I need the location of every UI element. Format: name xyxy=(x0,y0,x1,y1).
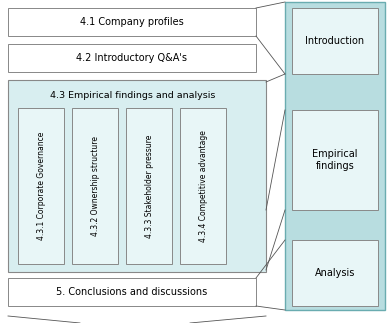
Text: 5. Conclusions and discussions: 5. Conclusions and discussions xyxy=(56,287,208,297)
Bar xyxy=(292,8,378,74)
Text: Empirical
findings: Empirical findings xyxy=(312,149,358,171)
Bar xyxy=(18,108,64,264)
Bar xyxy=(180,108,226,264)
Bar xyxy=(8,278,256,306)
Text: Introduction: Introduction xyxy=(305,36,365,46)
Text: 4.3.2 Ownership structure: 4.3.2 Ownership structure xyxy=(90,136,99,236)
Bar xyxy=(292,240,378,306)
Bar xyxy=(285,2,385,310)
Bar xyxy=(8,44,256,72)
Bar xyxy=(72,108,118,264)
Bar xyxy=(8,8,256,36)
Text: 4.3.3 Stakeholder pressure: 4.3.3 Stakeholder pressure xyxy=(144,134,154,238)
Text: 4.3.1 Corporate Governance: 4.3.1 Corporate Governance xyxy=(36,132,45,240)
Text: Analysis: Analysis xyxy=(315,268,355,278)
Text: 4.2 Introductory Q&A's: 4.2 Introductory Q&A's xyxy=(76,53,187,63)
Bar xyxy=(8,80,266,272)
Text: 4.3 Empirical findings and analysis: 4.3 Empirical findings and analysis xyxy=(50,91,215,100)
Text: 4.1 Company profiles: 4.1 Company profiles xyxy=(80,17,184,27)
Bar xyxy=(292,110,378,210)
Bar xyxy=(126,108,172,264)
Text: 4.3.4 Competitive advantage: 4.3.4 Competitive advantage xyxy=(199,130,208,242)
